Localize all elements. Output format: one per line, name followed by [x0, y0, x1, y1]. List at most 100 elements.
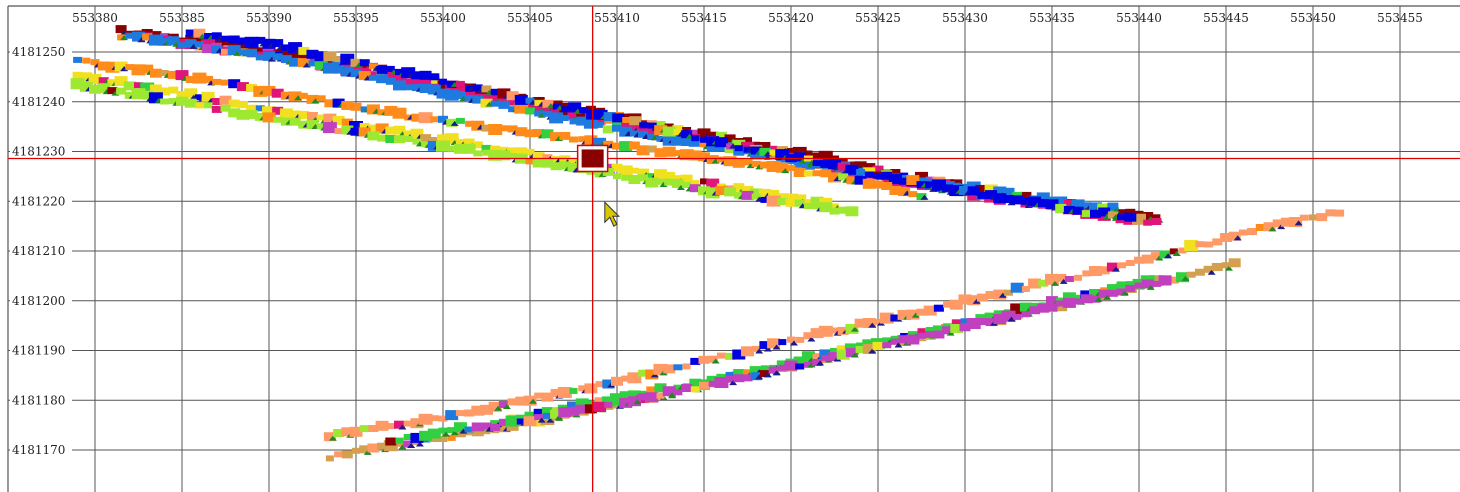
direction-arrow [763, 346, 772, 352]
data-point [1037, 199, 1049, 207]
data-point [1116, 288, 1127, 296]
data-point [541, 158, 554, 168]
data-point [507, 147, 519, 156]
data-point [246, 84, 258, 92]
x-tick-label: 553445 [1203, 11, 1249, 25]
data-point [551, 108, 562, 116]
data-point [438, 427, 448, 434]
data-point [690, 357, 701, 365]
data-point [524, 129, 536, 138]
data-point [705, 187, 720, 199]
data-point [1062, 297, 1076, 308]
data-point [1030, 302, 1039, 309]
data-point [959, 323, 971, 332]
data-point [80, 72, 93, 82]
data-point [803, 203, 813, 209]
data-point [621, 121, 631, 128]
data-point [97, 61, 110, 71]
data-point [1186, 271, 1196, 278]
data-point [542, 99, 554, 108]
data-point [593, 137, 607, 148]
data-point [636, 123, 650, 134]
data-point [255, 54, 265, 61]
data-point [698, 152, 710, 162]
direction-arrow [442, 431, 450, 437]
data-point [733, 191, 744, 199]
data-point [473, 150, 483, 157]
data-point [168, 98, 178, 104]
selected-marker-group[interactable] [576, 144, 609, 173]
selected-point[interactable] [581, 149, 604, 168]
data-point [481, 85, 492, 93]
data-point [1038, 279, 1049, 287]
data-point [307, 112, 318, 120]
data-point [132, 31, 145, 42]
data-point [228, 108, 241, 118]
direction-arrow [946, 330, 955, 336]
data-point [967, 295, 981, 306]
data-point [236, 82, 249, 92]
data-point [159, 87, 171, 96]
data-point [184, 88, 198, 99]
data-point [472, 95, 484, 104]
data-point [751, 160, 761, 167]
data-point [550, 389, 562, 397]
data-point [862, 178, 876, 189]
data-point [497, 88, 511, 99]
data-point [908, 191, 918, 198]
y-tick-label: 4181190 [12, 344, 65, 358]
data-point [698, 186, 710, 196]
data-point [505, 415, 520, 427]
data-point [377, 134, 388, 142]
data-point [993, 186, 1007, 197]
data-point [862, 343, 876, 354]
data-point [1071, 199, 1085, 210]
data-point [776, 360, 788, 369]
data-point [540, 414, 555, 425]
data-point [812, 170, 822, 177]
data-point [255, 36, 266, 44]
crosshair [8, 6, 1460, 492]
data-point [672, 175, 683, 183]
grid-lines [7, 5, 1460, 492]
data-point [237, 101, 248, 109]
data-point [141, 64, 154, 74]
data-point [916, 181, 927, 189]
direction-arrow [1172, 250, 1181, 256]
data-point [595, 121, 605, 128]
data-point [515, 396, 528, 406]
data-point [673, 364, 683, 371]
data-point [237, 44, 249, 53]
direction-arrow [120, 35, 129, 41]
data-point [525, 158, 535, 165]
data-point [524, 411, 536, 420]
data-point [644, 126, 659, 137]
data-point [220, 104, 231, 112]
data-point [1010, 303, 1025, 315]
data-point [1021, 192, 1030, 199]
direction-arrow [676, 184, 685, 190]
data-point [534, 99, 544, 106]
data-point [812, 353, 822, 360]
data-point [933, 304, 944, 312]
data-point [576, 404, 589, 414]
data-point [349, 121, 363, 132]
data-point [584, 135, 598, 146]
data-point [497, 150, 511, 161]
data-point [812, 152, 823, 160]
data-point [559, 131, 571, 140]
data-point [647, 134, 657, 140]
data-point [262, 85, 276, 96]
data-point [595, 381, 604, 388]
data-point [490, 420, 501, 428]
data-point [185, 76, 196, 83]
data-point [578, 385, 587, 392]
direction-arrow [911, 312, 920, 318]
data-point [359, 123, 370, 130]
data-point [114, 76, 128, 87]
data-point [333, 65, 345, 74]
data-point [768, 189, 780, 198]
direction-arrow [407, 443, 416, 449]
